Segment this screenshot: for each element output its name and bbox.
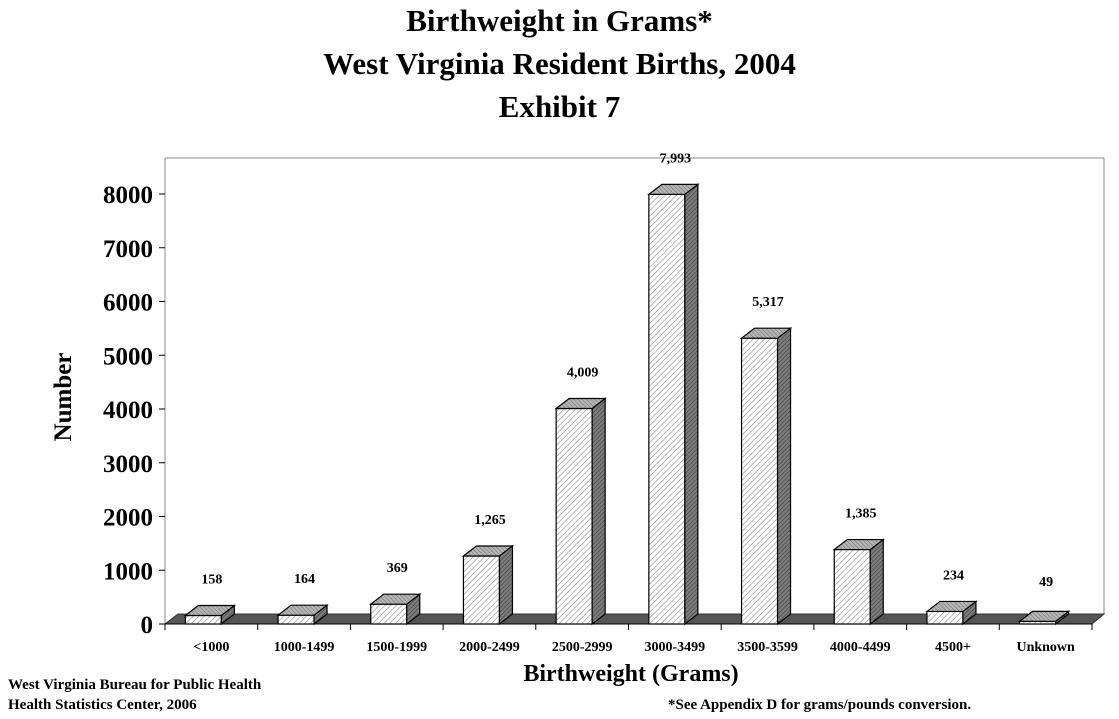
bar-value-label: 1,265 [474,513,506,528]
x-tick-label: 3500-3599 [737,640,798,655]
bar-top [832,538,886,551]
x-tick-label: 3000-3499 [645,640,706,655]
bar-front [555,407,593,625]
y-axis-label: Number [50,353,77,442]
y-tick-label: 8000 [103,182,153,209]
bar [1017,610,1071,626]
chart-title-line-1: Birthweight in Grams* [406,3,713,38]
y-tick-label: 4000 [103,397,153,424]
bar-top [925,600,978,613]
y-tick-label: 5000 [103,343,153,370]
bar-value-label: 49 [1039,575,1053,590]
bar [368,592,422,626]
y-tick-label: 1000 [103,558,153,585]
bar-top [647,183,700,195]
x-tick-label: Unknown [1016,640,1075,655]
x-tick-label: 1500-1999 [366,640,427,655]
bar-top [739,327,793,339]
bar-top [1017,610,1071,622]
bar-front [648,193,686,625]
bar [739,326,793,626]
conversion-note: *See Appendix D for grams/pounds convers… [668,697,972,713]
bar-value-label: 369 [387,561,408,576]
bar [925,600,978,626]
bar-value-label: 5,317 [752,295,784,310]
bar-value-label: 7,993 [660,151,692,166]
chart-title-line-3: Exhibit 7 [498,89,621,124]
bar-front [370,603,408,625]
bar-top [276,604,329,616]
source-line-1: West Virginia Bureau for Public Health [8,677,262,693]
x-axis-label: Birthweight (Grams) [523,661,738,687]
bar [647,183,700,626]
bar-top [183,604,237,617]
bar [276,603,329,626]
bar [461,544,515,626]
bar [832,538,886,626]
bar-top [554,397,607,410]
bar-side [591,397,606,626]
bar-front [740,337,779,625]
x-tick-label: 2500-2999 [552,640,613,655]
chart-title-line-2: West Virginia Resident Births, 2004 [323,46,796,81]
x-tick-label: 4000-4499 [830,640,891,655]
bar-front [926,610,964,625]
bar-value-label: 158 [201,573,222,588]
bar-front [277,614,315,625]
x-tick-label: 4500+ [935,640,971,655]
bar-side [498,544,514,626]
bar-value-label: 4,009 [567,366,599,381]
bar-front [462,555,501,625]
source-line-2: Health Statistics Center, 2006 [8,697,197,713]
y-tick-label: 0 [141,612,154,639]
bar-top [368,593,422,605]
bar-side [869,538,884,626]
bar [554,397,607,626]
y-tick-label: 7000 [103,236,153,263]
x-tick-label: 2000-2499 [459,640,520,655]
x-tick-label: <1000 [193,640,229,655]
bar-side [684,183,699,626]
bar-top [461,545,515,557]
y-tick-label: 2000 [103,505,153,532]
bar-side [776,326,792,626]
bar-value-label: 234 [943,568,964,583]
y-tick-label: 6000 [103,290,153,317]
bar-front [833,548,871,625]
x-tick-label: 1000-1499 [274,640,335,655]
bar-value-label: 164 [294,572,315,587]
y-tick-label: 3000 [103,451,153,478]
bar-value-label: 1,385 [845,507,877,522]
bar-front [184,614,222,625]
